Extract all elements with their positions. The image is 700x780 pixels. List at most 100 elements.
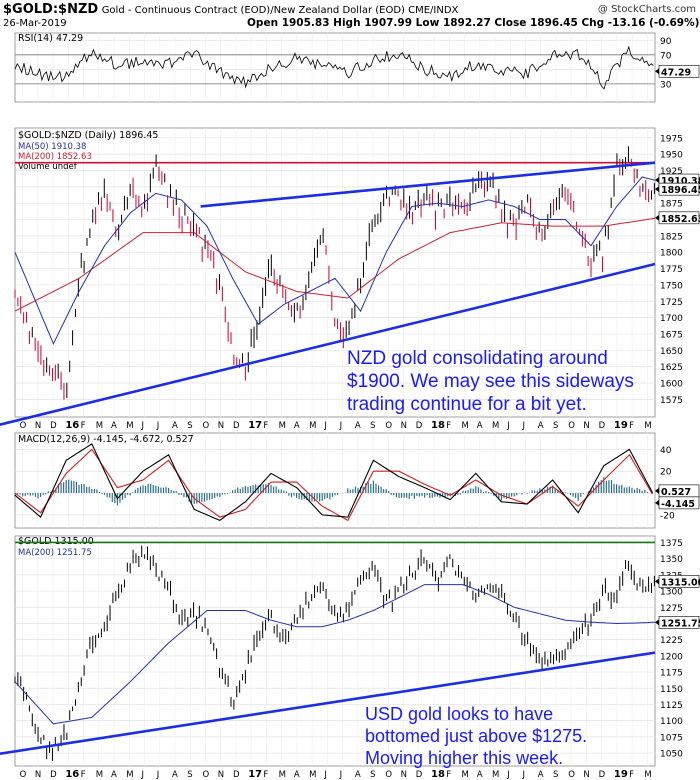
gold-x-label: 17 (248, 769, 262, 780)
macd-hist-label-pointer (655, 487, 659, 494)
macd-value-label: -4.145 (661, 499, 695, 510)
gold-x-label: D (416, 770, 423, 780)
gold-last-label-1: 1315.00 (661, 577, 700, 588)
price-title: $GOLD:$NZD (Daily) 1896.45 (18, 130, 158, 141)
y-tick-label: 1575 (660, 396, 683, 406)
gold-x-label: S (187, 770, 192, 780)
y-tick-label: 40 (660, 446, 672, 456)
price-x-label: O (385, 421, 392, 431)
y-tick-label: 1175 (660, 669, 683, 679)
y-tick-label: 1925 (660, 167, 683, 177)
price-x-label: O (20, 421, 27, 431)
price-x-label: J (521, 421, 525, 431)
macd-signal-line (14, 448, 653, 522)
usd-support-trendline (0, 651, 656, 755)
y-tick-label: 1650 (660, 347, 683, 357)
price-x-label: S (370, 421, 375, 431)
price-x-label: D (233, 421, 240, 431)
gold-x-label: J (339, 770, 343, 780)
y-tick-label: 1350 (660, 555, 683, 565)
price-x-label: A (477, 421, 483, 431)
ma200-line (14, 217, 656, 312)
gold-x-label: A (355, 770, 361, 780)
gold-x-label: 16 (65, 769, 79, 780)
price-x-label: F (263, 421, 268, 431)
price-x-label: J (156, 421, 160, 431)
price-x-label: M (279, 421, 286, 431)
rsi-line (14, 45, 654, 90)
y-tick-label: 1375 (660, 539, 683, 549)
y-tick-label: 1050 (660, 750, 683, 760)
gold-x-label: M (644, 770, 651, 780)
pane-frame-2 (14, 127, 656, 418)
gold-x-label: O (20, 770, 27, 780)
y-tick-label: 1725 (660, 298, 683, 308)
macd-value-label-pointer (655, 499, 659, 506)
price-x-label: M (492, 421, 499, 431)
gold-x-label: D (599, 770, 606, 780)
gold-last-label-2-pointer (655, 619, 659, 626)
pane-frame-3 (14, 432, 656, 529)
gold-x-label: 18 (431, 769, 445, 780)
ma50-legend: MA(50) 1910.38 (18, 142, 86, 152)
usd-annotation: USD gold looks to have bottomed just abo… (365, 704, 588, 768)
gold-x-label: M (96, 770, 103, 780)
gold-x-label: S (553, 770, 558, 780)
y-tick-label: 1675 (660, 330, 683, 340)
price-x-label: M (309, 421, 316, 431)
macd-hist-label: 0.527 (661, 487, 691, 498)
gold-x-label: 19 (614, 769, 628, 780)
gold-x-label: J (506, 770, 510, 780)
gold-x-label: A (294, 770, 300, 780)
y-tick-label: 90 (660, 37, 672, 47)
price-last-label-3: 1852.63 (661, 214, 700, 225)
price-x-label: S (187, 421, 192, 431)
gold-x-label: O (202, 770, 209, 780)
gold-x-label: A (111, 770, 117, 780)
gold-x-label: M (462, 770, 469, 780)
ohlc-readout: Open 1905.83 High 1907.99 Low 1892.27 Cl… (247, 17, 700, 29)
gold-x-label: J (156, 770, 160, 780)
gold-last-label-1-pointer (655, 578, 659, 585)
price-x-label: O (202, 421, 209, 431)
price-x-label: A (111, 421, 117, 431)
gold-x-label: D (50, 770, 57, 780)
price-x-label: M (126, 421, 133, 431)
y-tick-label: 1800 (660, 249, 683, 259)
price-x-label: D (416, 421, 423, 431)
ohlc-values: Open 1905.83 High 1907.99 Low 1892.27 Cl… (247, 17, 700, 29)
price-x-label: D (599, 421, 606, 431)
gold-x-label: M (126, 770, 133, 780)
price-x-label: F (446, 421, 451, 431)
y-tick-label: 1700 (660, 314, 683, 324)
price-x-label: O (568, 421, 575, 431)
y-tick-label: 1950 (660, 151, 683, 161)
y-tick-label: 1875 (660, 200, 683, 210)
gold-x-label: J (323, 770, 327, 780)
nzd-annotation: NZD gold consolidating around $1900. We … (347, 348, 634, 415)
gold-x-label: F (263, 770, 268, 780)
ma200-legend: MA(200) 1852.63 (18, 152, 92, 162)
volume-legend: Volume undef (18, 162, 78, 172)
gold-ma200-legend: MA(200) 1251.75 (18, 548, 92, 558)
price-x-label: D (50, 421, 57, 431)
y-tick-label: 1225 (660, 636, 683, 646)
price-x-label: 16 (65, 420, 79, 431)
y-tick-label: 1600 (660, 380, 683, 390)
price-x-label: N (583, 421, 589, 431)
stockcharts-watermark: @ StockCharts.com (597, 4, 696, 15)
price-x-label: M (644, 421, 651, 431)
gold-ma200-line (14, 584, 656, 725)
price-x-label: 17 (248, 420, 262, 431)
macd-line (14, 443, 653, 522)
price-x-label: N (218, 421, 224, 431)
pane-frame-1 (14, 32, 656, 103)
gold-x-label: N (583, 770, 589, 780)
price-x-label: J (506, 421, 510, 431)
y-tick-label: 1200 (660, 652, 683, 662)
price-last-label-2: 1896.45 (661, 185, 700, 196)
price-x-label: J (141, 421, 145, 431)
macd-title: MACD(12,26,9) -4.145, -4.672, 0.527 (18, 434, 194, 445)
y-tick-label: -20 (660, 511, 675, 521)
